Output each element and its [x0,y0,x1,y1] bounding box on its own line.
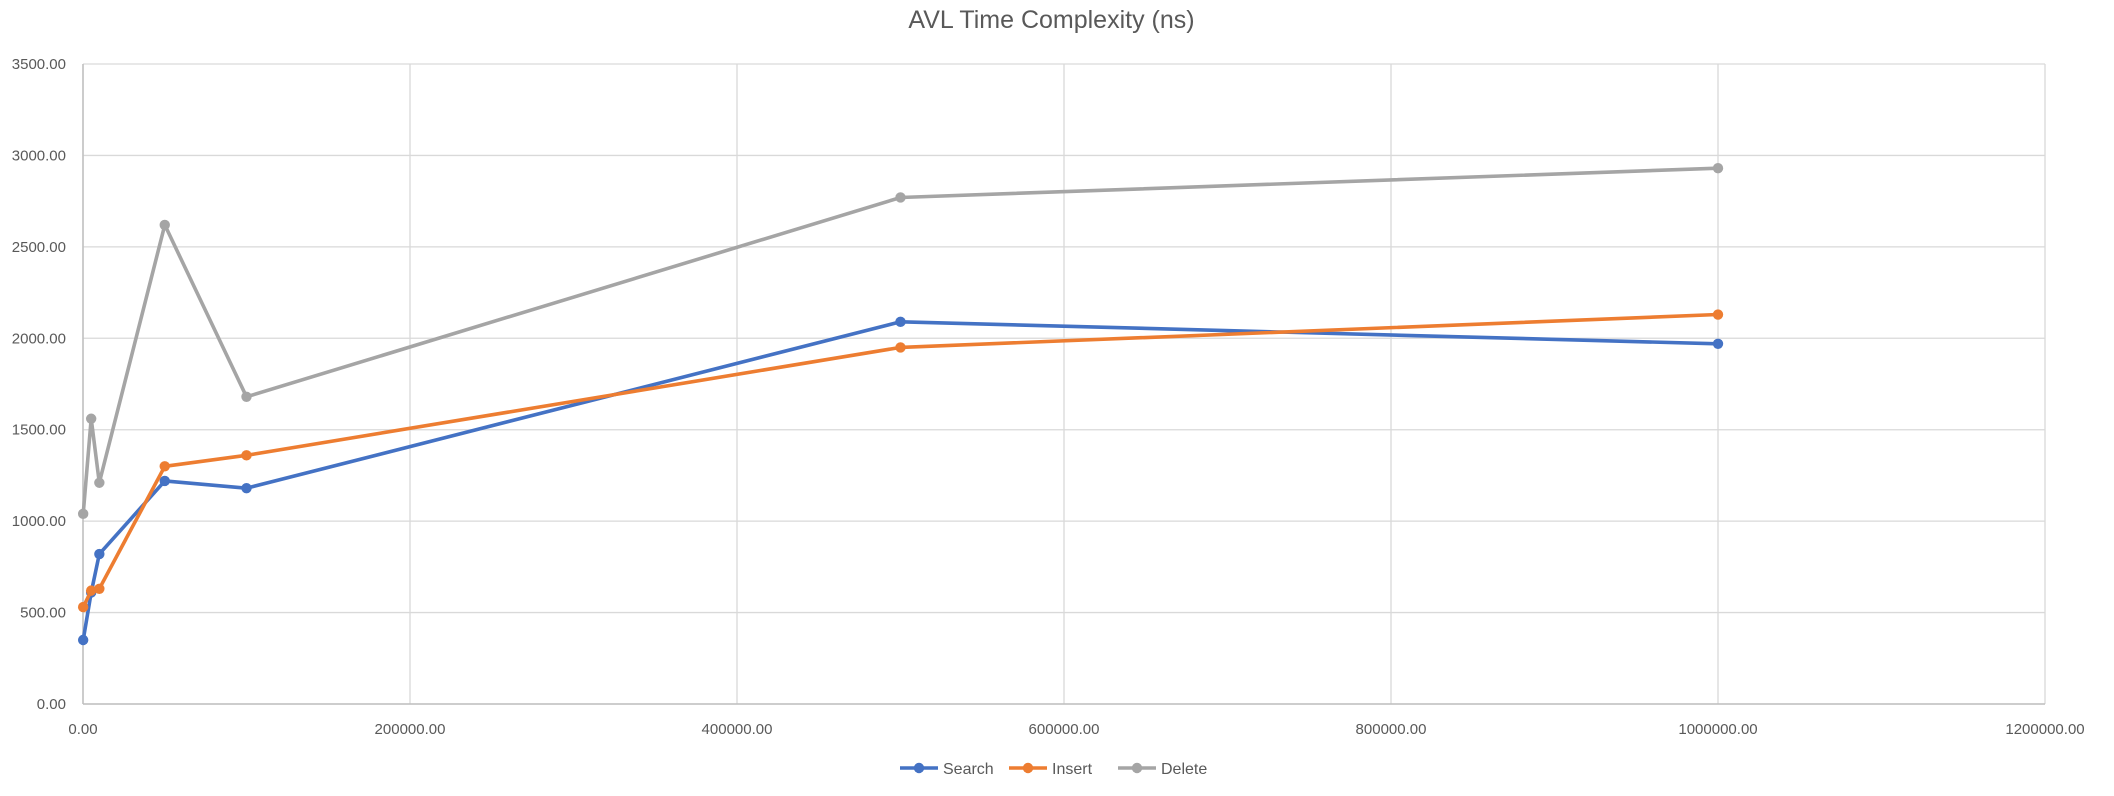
x-tick-label: 600000.00 [1029,721,1100,738]
y-tick-label: 2500.00 [12,239,66,256]
gridlines [82,63,2046,705]
x-tick-label: 800000.00 [1356,721,1427,738]
legend-marker-search [913,762,925,774]
data-point-delete [94,477,105,488]
data-point-search [77,634,89,646]
data-point-delete [1712,163,1724,174]
data-point-insert [77,601,89,613]
axes: 0.00 500.00 1000.00 1500.00 2000.00 2500.00 30… [12,56,2085,738]
legend-label-search: Search [943,761,994,778]
series-line-insert [81,312,1720,609]
y-tick-label: 500.00 [20,605,66,622]
data-point-insert [1712,309,1724,320]
data-point-insert [159,461,170,472]
data-point-search [1712,338,1724,349]
data-point-search [94,548,105,560]
data-point-insert [895,342,906,353]
legend: Search Insert Delete [900,761,1207,778]
y-tick-label: 0.00 [37,696,66,713]
data-point-search [895,316,906,328]
chart-title: AVL Time Complexity (ns) [908,6,1195,34]
series-line-delete [81,166,1720,516]
legend-label-insert: Insert [1052,761,1093,778]
data-point-insert [94,583,105,594]
y-tick-label: 2000.00 [12,330,66,347]
x-tick-label: 200000.00 [375,721,446,738]
legend-marker-delete [1131,762,1143,774]
data-point-delete [895,192,906,203]
series-line-search [81,319,1720,642]
series-group [77,163,1724,646]
legend-label-delete: Delete [1161,761,1207,778]
x-tick-label: 1200000.00 [2005,721,2084,738]
y-tick-label: 1000.00 [12,513,66,530]
data-point-insert [241,450,252,461]
data-point-search [159,475,170,487]
x-tick-label: 0.00 [68,721,97,738]
x-tick-label: 1000000.00 [1678,721,1757,738]
data-point-delete [77,508,89,520]
y-tick-label: 3000.00 [12,147,66,164]
legend-marker-insert [1022,762,1034,774]
data-point-insert [85,585,97,596]
data-point-delete [85,413,97,424]
y-tick-label: 3500.00 [12,56,66,73]
data-point-delete [159,219,170,231]
y-tick-label: 1500.00 [12,422,66,439]
data-point-search [241,483,252,494]
data-point-delete [241,391,252,402]
x-tick-label: 400000.00 [702,721,773,738]
